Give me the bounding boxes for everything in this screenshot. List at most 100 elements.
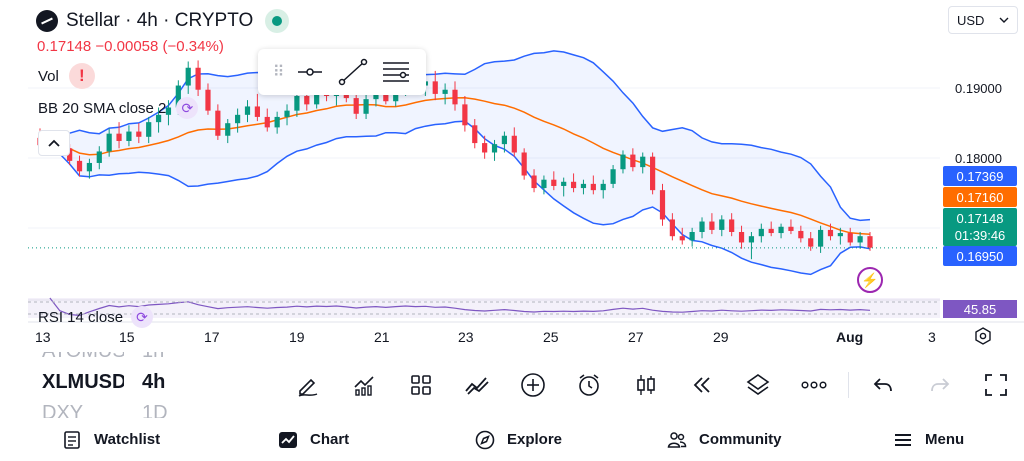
drawings-icon — [465, 377, 489, 395]
watchlist-icon — [64, 430, 80, 449]
draw-button[interactable] — [280, 366, 336, 404]
horizontal-line-tool-icon[interactable] — [296, 65, 324, 79]
candle-body — [501, 135, 508, 145]
candle-body — [96, 151, 102, 163]
candle-body — [146, 122, 152, 137]
refresh-icon[interactable]: ⟳ — [176, 97, 199, 119]
chart-settings-icon[interactable] — [974, 327, 992, 345]
time-tick-label: 21 — [374, 329, 390, 345]
replay-icon — [693, 377, 710, 393]
indicators-icon — [354, 376, 374, 396]
drawings-button[interactable] — [449, 366, 505, 404]
replay-button[interactable] — [674, 366, 730, 404]
symbol-row[interactable]: DXY 1D — [42, 401, 192, 418]
symbol-row[interactable]: ATOMUSDT 1h — [42, 352, 192, 364]
nav-menu-label: Menu — [925, 431, 965, 448]
candle-body — [67, 148, 73, 161]
candle-body — [719, 219, 725, 230]
nav-chart-label: Chart — [310, 431, 350, 448]
candle-body — [244, 106, 251, 115]
symbol-name: DXY — [42, 402, 84, 418]
candle-body — [225, 123, 231, 136]
current-price-tag: 0.17148 01:39:46 — [943, 208, 1017, 246]
candle-body — [679, 236, 685, 241]
bb-lower-price-tag: 0.16950 — [943, 246, 1017, 266]
time-tick-label: 17 — [204, 329, 220, 345]
candle-body — [491, 144, 498, 153]
refresh-icon[interactable]: ⟳ — [131, 306, 154, 328]
candle-body — [758, 228, 764, 237]
time-tick-label: 25 — [543, 329, 559, 345]
fullscreen-button[interactable] — [968, 366, 1024, 404]
candle-body — [600, 183, 606, 191]
candle-body — [294, 96, 300, 111]
candle-body — [472, 125, 478, 144]
time-tick-label: 3 — [928, 329, 936, 345]
symbol-picker[interactable]: ATOMUSDT 1h XLMUSDT 4h DXY 1D — [42, 352, 192, 418]
layouts-button[interactable] — [392, 366, 448, 404]
nav-chart[interactable]: Chart — [278, 430, 349, 450]
chart-type-button[interactable] — [617, 366, 673, 404]
bottom-navigation: Watchlist Chart Explore Community Menu — [0, 418, 1024, 461]
time-tick-label: 29 — [713, 329, 729, 345]
indicators-button[interactable] — [336, 366, 392, 404]
candle-body — [847, 233, 853, 243]
undo-button[interactable] — [855, 366, 911, 404]
layers-icon — [746, 374, 770, 395]
draw-icon — [298, 378, 318, 397]
bottom-chart-toolbar[interactable] — [280, 366, 1024, 404]
layers-button[interactable] — [730, 366, 786, 404]
candle-body — [195, 67, 201, 90]
nav-community[interactable]: Community — [667, 430, 782, 450]
fullscreen-icon — [984, 374, 1007, 396]
symbol-interval: 4h — [142, 371, 166, 393]
more-button[interactable] — [786, 366, 842, 404]
candle-body — [235, 114, 241, 124]
redo-button[interactable] — [912, 366, 968, 404]
alert-button[interactable] — [561, 366, 617, 404]
candle-body — [284, 110, 290, 117]
rsi-indicator-label[interactable]: RSI 14 close ⟳ — [38, 306, 154, 328]
currency-selector[interactable]: USD — [948, 6, 1018, 34]
stellar-logo-icon — [36, 10, 58, 32]
nav-explore[interactable]: Explore — [475, 430, 562, 450]
nav-watchlist[interactable]: Watchlist — [62, 430, 160, 450]
redo-icon — [930, 378, 949, 392]
candle-body — [541, 179, 547, 189]
compass-icon — [475, 430, 495, 449]
symbol-title[interactable]: Stellar · 4h · CRYPTO — [66, 10, 254, 31]
symbol-name: ATOMUSDT — [42, 352, 124, 363]
symbol-name: XLMUSDT — [42, 371, 124, 393]
candle-body — [808, 238, 814, 247]
time-tick-label: 23 — [458, 329, 474, 345]
volume-indicator-label[interactable]: Vol ! — [38, 63, 95, 89]
candle-body — [630, 154, 636, 168]
candle-body — [76, 160, 83, 172]
collapse-legend-button[interactable] — [38, 130, 70, 156]
add-button[interactable] — [505, 366, 561, 404]
candle-body — [768, 228, 774, 234]
candle-body — [432, 81, 438, 94]
candle-body — [116, 133, 122, 141]
symbol-header[interactable]: Stellar · 4h · CRYPTO — [36, 9, 290, 33]
warning-icon[interactable]: ! — [68, 63, 95, 89]
candle-body — [254, 106, 260, 117]
symbol-row[interactable]: XLMUSDT 4h — [42, 370, 192, 395]
bb-indicator-label[interactable]: BB 20 SMA close 2 ⟳ — [38, 97, 199, 119]
bar-countdown: 01:39:46 — [954, 228, 1006, 243]
candle-body — [86, 162, 93, 172]
symbol-interval: 1h — [142, 352, 164, 363]
bollinger-lower-line — [39, 120, 871, 276]
trend-line-tool-icon[interactable] — [338, 58, 368, 86]
candle-body — [452, 89, 458, 105]
candle-body — [551, 179, 557, 186]
undo-icon — [874, 378, 893, 392]
nav-menu[interactable]: Menu — [893, 430, 964, 450]
candle-body — [462, 104, 468, 126]
lightning-icon[interactable]: ⚡ — [857, 267, 883, 293]
price-chart[interactable] — [0, 0, 1024, 355]
floating-drawing-toolbar[interactable]: ⠿ — [258, 49, 426, 95]
candle-body — [817, 229, 824, 247]
fib-levels-tool-icon[interactable] — [381, 58, 411, 86]
drag-handle-icon[interactable]: ⠿ — [272, 64, 285, 81]
